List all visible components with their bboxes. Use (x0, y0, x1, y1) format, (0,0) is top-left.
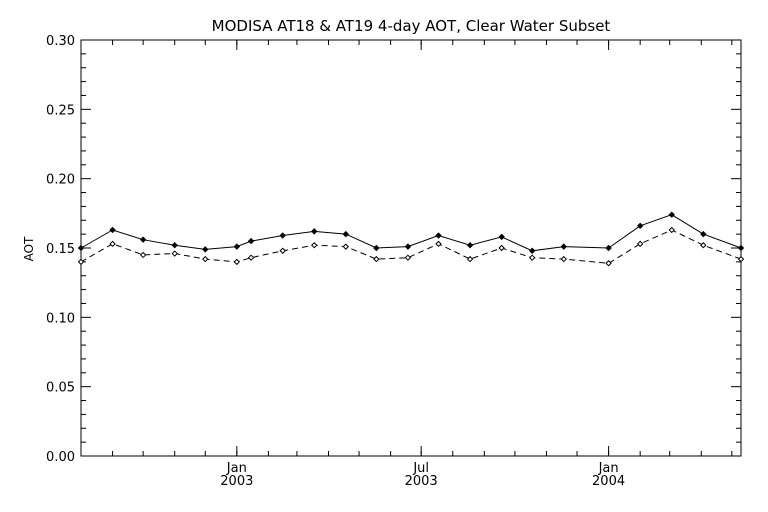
solid-series-point (77, 244, 85, 252)
dashed-series-point (279, 247, 286, 254)
dashed-series-point (139, 251, 147, 259)
x-tick-year-label: 2003 (405, 474, 438, 489)
solid-series-point (404, 243, 412, 250)
plot-frame (80, 39, 742, 457)
dashed-series-point (498, 244, 505, 252)
dashed-series-point (528, 254, 536, 261)
solid-series-point (528, 247, 536, 254)
y-tick-label: 0.20 (46, 173, 75, 188)
solid-series-point (605, 244, 612, 252)
y-tick-label: 0.00 (46, 450, 75, 465)
dashed-series-point (605, 260, 612, 267)
dashed-series-point (435, 240, 442, 248)
solid-series-point (636, 222, 644, 230)
dashed-series-point (668, 226, 675, 234)
dashed-series-point (171, 250, 178, 257)
solid-series-point (373, 244, 380, 252)
dashed-series-point (311, 242, 318, 249)
dashed-series-point (202, 255, 209, 263)
x-tick-month-label: Jan (226, 461, 247, 476)
solid-series-line (80, 214, 742, 252)
axis-ticks: 0.000.050.100.150.200.250.30Jan2003Jul20… (46, 34, 741, 489)
solid-series-point (279, 232, 286, 239)
x-tick-month-label: Jan (598, 461, 619, 476)
solid-series-point (233, 243, 241, 250)
dashed-series-point (109, 240, 116, 248)
solid-series-point (202, 246, 209, 253)
y-axis-label: AOT (22, 236, 36, 261)
y-tick-label: 0.15 (46, 242, 75, 257)
solid-series-point (311, 228, 318, 235)
solid-series-point (498, 233, 505, 241)
dashed-series-point (373, 255, 380, 263)
solid-series-point (560, 243, 567, 250)
dashed-series-point (342, 243, 350, 250)
x-tick-month-label: Jul (412, 461, 429, 476)
dashed-series-point (466, 255, 474, 263)
solid-series-point (247, 237, 255, 245)
x-tick-year-label: 2003 (220, 474, 253, 489)
y-tick-label: 0.25 (46, 103, 75, 118)
dashed-series-line (80, 229, 742, 264)
x-tick-year-label: 2004 (592, 474, 625, 489)
solid-series-point (109, 226, 116, 234)
series-layer (77, 211, 745, 267)
dashed-series-point (636, 240, 644, 248)
solid-series-point (668, 211, 675, 218)
solid-series-point (466, 242, 474, 249)
dashed-series-point (404, 254, 412, 261)
solid-series-point (139, 236, 147, 243)
y-tick-label: 0.30 (46, 34, 75, 49)
y-tick-label: 0.10 (46, 311, 75, 326)
solid-series-point (737, 244, 745, 252)
dashed-series-point (737, 255, 745, 263)
solid-series-point (700, 230, 707, 238)
dashed-series-point (560, 255, 567, 263)
solid-series-point (435, 232, 442, 239)
dashed-series-point (233, 258, 241, 266)
solid-series-point (171, 242, 178, 249)
solid-series-point (342, 230, 350, 238)
dashed-series-point (700, 242, 707, 249)
y-tick-label: 0.05 (46, 381, 75, 396)
dashed-series-point (247, 254, 255, 261)
chart-title: MODISA AT18 & AT19 4-day AOT, Clear Wate… (212, 17, 611, 35)
dashed-series-point (77, 258, 85, 266)
